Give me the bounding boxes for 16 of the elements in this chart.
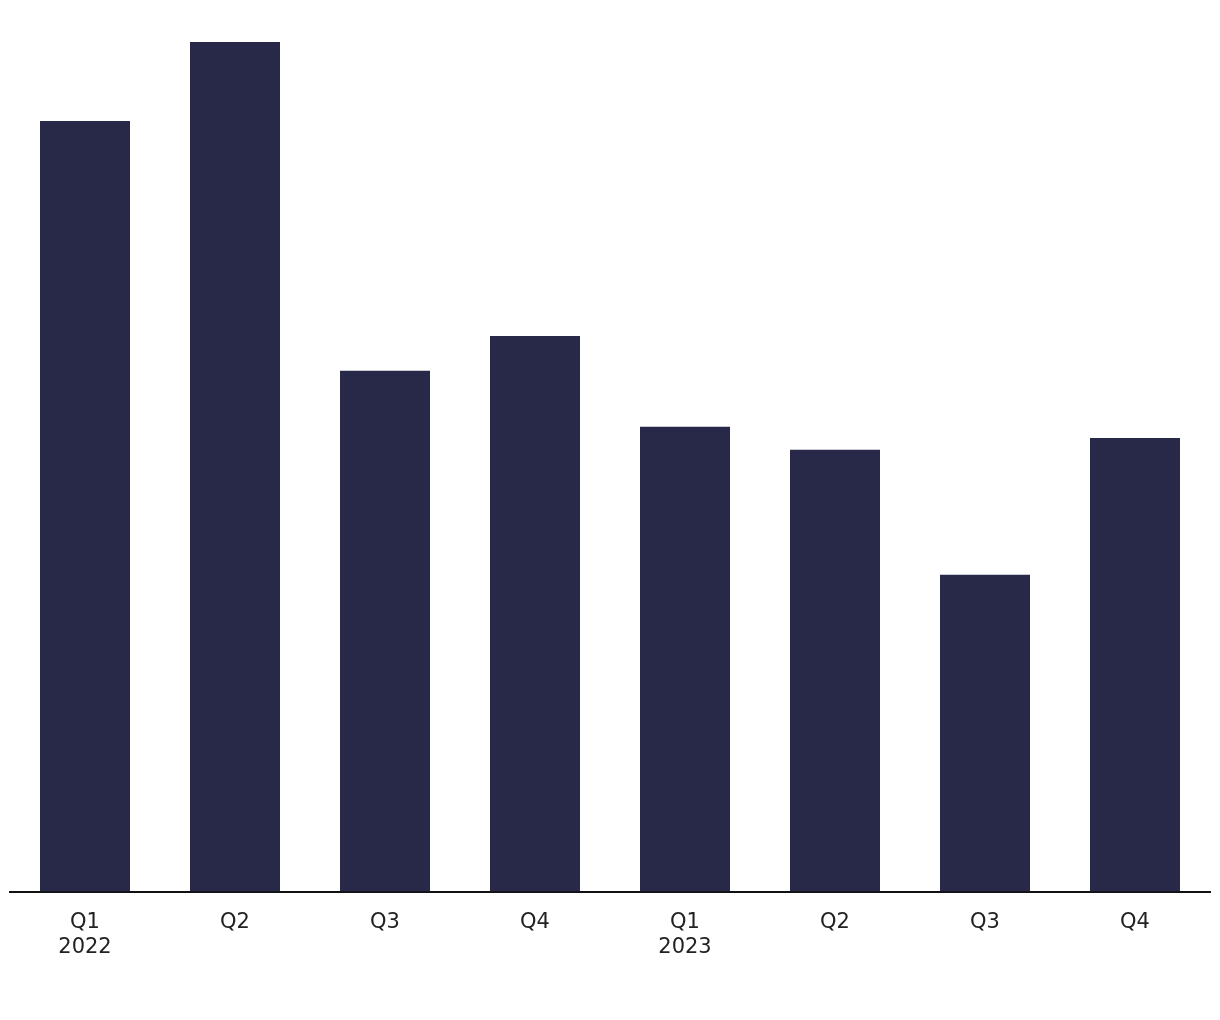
bar	[790, 449, 880, 892]
x-tick-label: Q2	[220, 908, 250, 933]
bar	[940, 574, 1030, 892]
bar	[40, 121, 130, 892]
x-tick-label: Q3	[370, 908, 400, 933]
bar	[1090, 437, 1180, 892]
x-tick-label: Q3	[970, 908, 1000, 933]
x-tick-label: Q4	[1120, 908, 1150, 933]
x-tick-label: Q1 2023	[658, 908, 712, 958]
bar	[190, 42, 280, 892]
x-tick-label: Q4	[520, 908, 550, 933]
bar	[340, 370, 430, 892]
x-tick-label: Q1 2022	[58, 908, 112, 958]
bar	[640, 426, 730, 892]
x-tick-label: Q2	[820, 908, 850, 933]
bar	[490, 335, 580, 892]
